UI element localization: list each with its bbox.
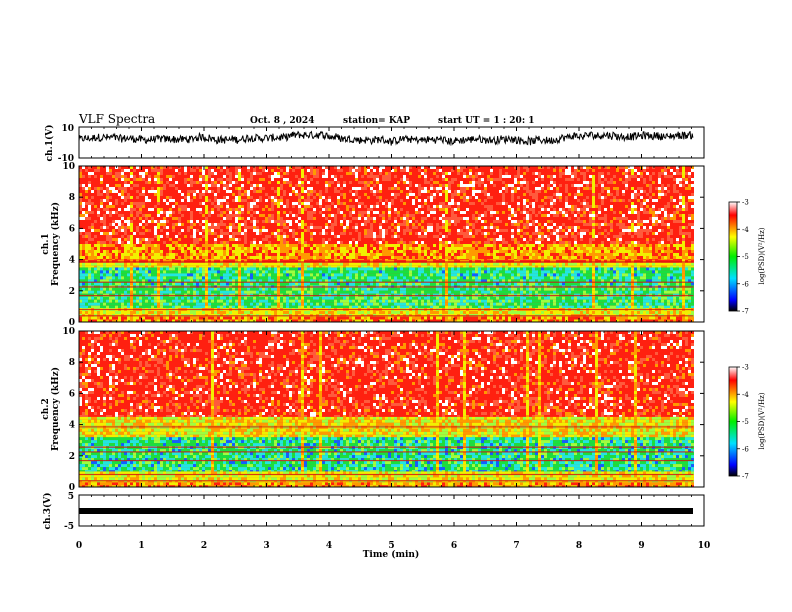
colorbar-tick-label: -3	[742, 364, 749, 372]
y-tick-label: 10	[62, 162, 75, 172]
colorbar-tick-label: -5	[742, 253, 749, 261]
colorbar-tick-label: -4	[742, 226, 749, 234]
ch1-colorbar-gradient	[728, 201, 738, 312]
y-tick-label: 6	[69, 224, 75, 234]
colorbar-tick-label: -5	[742, 418, 749, 426]
ch1-ytick-bottom: -10	[58, 154, 74, 164]
ch2-spectrogram-image	[79, 331, 694, 487]
figure-start-ut: start UT = 1 : 20: 1	[438, 116, 535, 126]
x-axis-label: Time (min)	[363, 549, 420, 560]
y-tick-label: 8	[69, 193, 75, 203]
colorbar-tick-label: -7	[742, 473, 749, 481]
y-tick-label: 6	[69, 389, 75, 399]
figure-title: VLF Spectra	[78, 112, 155, 126]
x-tick-label: 5	[388, 541, 394, 551]
colorbar-tick-label: -3	[742, 199, 749, 207]
y-tick-label: 0	[69, 318, 75, 328]
ch1-ytick-top: 10	[61, 124, 74, 134]
ch2-colorbar-label: log(PSD)(V²/Hz)	[758, 392, 766, 449]
figure-station: station= KAP	[343, 116, 410, 126]
ch2-spectrogram-panel: 0 2 4 6 8 10 ch.2 Frequency (kHz)	[41, 327, 705, 493]
x-tick-label: 7	[513, 541, 519, 551]
ch2-spectrogram-ylabel-channel: ch.2	[41, 398, 51, 419]
figure-date: Oct. 8 , 2024	[250, 116, 314, 126]
x-axis: 0 1 2 3 4 5 6 7 8 9 10	[76, 127, 710, 551]
ch1-waveform-trace	[79, 130, 694, 147]
ch2-colorbar: -3 -4 -5 -6 -7 log(PSD)(V²/Hz)	[728, 364, 766, 481]
ch3-ytick-top: 5	[68, 492, 74, 502]
ch1-waveform-panel: 10 -10 ch.1(V)	[44, 124, 705, 164]
y-tick-label: 2	[69, 287, 75, 297]
y-tick-label: 0	[69, 483, 75, 493]
x-tick-label: 9	[638, 541, 644, 551]
ch2-colorbar-gradient	[728, 366, 738, 477]
x-tick-label: 2	[201, 541, 207, 551]
ch1-ylabel: ch.1(V)	[44, 125, 55, 162]
ch3-waveform-trace	[79, 508, 693, 514]
y-tick-label: 10	[62, 327, 75, 337]
x-tick-label: 1	[138, 541, 144, 551]
x-tick-label: 8	[576, 541, 582, 551]
colorbar-tick-label: -7	[742, 308, 749, 316]
x-tick-label: 0	[76, 541, 82, 551]
y-tick-label: 8	[69, 358, 75, 368]
ch2-spectrogram-ylabel-frequency: Frequency (kHz)	[50, 367, 61, 451]
ch1-spectrogram-panel: 0 2 4 6 8 10 ch.1 Frequency (kHz)	[41, 162, 705, 328]
y-tick-label: 2	[69, 452, 75, 462]
ch1-spectrogram-ylabel-channel: ch.1	[41, 233, 51, 254]
ch1-spectrogram-image	[79, 166, 694, 322]
colorbar-tick-label: -6	[742, 280, 749, 288]
colorbar-tick-label: -6	[742, 445, 749, 453]
ch1-colorbar: -3 -4 -5 -6 -7 log(PSD)(V²/Hz)	[728, 199, 766, 316]
x-tick-label: 4	[326, 541, 332, 551]
ch3-ylabel: ch.3(V)	[42, 493, 53, 530]
ch3-ytick-bottom: -5	[64, 522, 74, 532]
y-tick-label: 4	[69, 421, 75, 431]
x-tick-label: 3	[263, 541, 269, 551]
y-tick-label: 4	[69, 256, 75, 266]
colorbar-tick-label: -4	[742, 391, 749, 399]
ch1-colorbar-label: log(PSD)(V²/Hz)	[758, 227, 766, 284]
x-tick-label: 10	[698, 541, 711, 551]
x-tick-label: 6	[451, 541, 457, 551]
ch1-spectrogram-ylabel-frequency: Frequency (kHz)	[50, 202, 61, 286]
